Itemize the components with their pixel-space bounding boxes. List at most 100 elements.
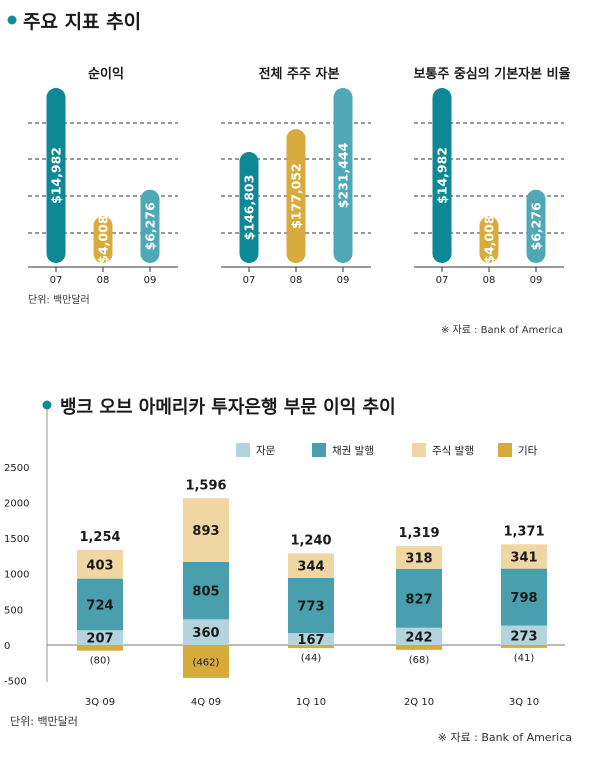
stack-segment — [288, 577, 334, 634]
stack-segment — [183, 561, 229, 620]
x-category-label: 4Q 09 — [191, 697, 221, 708]
stack-segment-negative — [77, 645, 123, 651]
bar — [526, 189, 546, 263]
stack-segment — [396, 568, 442, 628]
y-tick-label: 500 — [4, 605, 23, 616]
bar-value-label: $4,008 — [482, 215, 497, 263]
segment-value-label: 805 — [192, 585, 219, 600]
segment-value-label: 773 — [297, 600, 324, 615]
top-source-note: ※ 자료 : Bank of America — [441, 324, 563, 336]
legend-swatch — [236, 443, 250, 457]
bottom-unit-note: 단위: 백만달러 — [10, 715, 78, 728]
y-tick-label: 2000 — [4, 498, 29, 509]
y-tick-label: 1500 — [4, 534, 29, 545]
segment-value-label: 344 — [297, 560, 324, 575]
top-unit-note: 단위: 백만달러 — [28, 293, 90, 306]
bar — [140, 189, 160, 263]
stack-segment — [501, 544, 547, 569]
mini-chart-title: 보통주 중심의 기본자본 비율 — [413, 66, 570, 82]
total-value-label: 1,596 — [185, 478, 226, 493]
x-tick-label: 07 — [50, 275, 63, 286]
segment-value-label: 360 — [192, 626, 219, 641]
stack-segment — [288, 553, 334, 578]
segment-value-label: 403 — [86, 558, 113, 573]
stack-segment — [183, 619, 229, 645]
segment-value-label: 893 — [192, 524, 219, 539]
top-heading: 주요 지표 추이 — [23, 11, 141, 33]
stack-segment — [501, 625, 547, 645]
bar-value-label: $146,803 — [242, 175, 257, 241]
x-tick-label: 09 — [337, 275, 350, 286]
bar — [479, 216, 499, 263]
total-value-label: 1,240 — [290, 533, 331, 548]
bottom-heading: 뱅크 오브 아메리카 투자은행 부문 이익 추이 — [60, 397, 396, 418]
negative-value-label: (462) — [193, 657, 220, 668]
negative-value-label: (80) — [90, 656, 111, 667]
stack-segment — [501, 568, 547, 626]
x-tick-label: 08 — [483, 275, 496, 286]
bar — [333, 88, 353, 263]
negative-value-label: (68) — [409, 655, 430, 666]
negative-value-label: (41) — [514, 653, 535, 664]
segment-value-label: 724 — [86, 598, 113, 613]
stack-segment — [77, 630, 123, 645]
legend-swatch — [498, 443, 512, 457]
stack-segment — [396, 627, 442, 645]
segment-value-label: 167 — [297, 633, 324, 648]
x-tick-label: 07 — [243, 275, 256, 286]
legend-label: 자문 — [256, 445, 276, 457]
legend-swatch — [312, 443, 326, 457]
stack-segment — [77, 549, 123, 579]
x-tick-label: 08 — [97, 275, 110, 286]
bar — [432, 88, 452, 263]
bar-value-label: $4,008 — [96, 215, 111, 263]
segment-value-label: 273 — [510, 629, 537, 644]
legend-swatch — [412, 443, 426, 457]
y-tick-label: 2500 — [4, 463, 29, 474]
x-category-label: 3Q 10 — [509, 697, 539, 708]
total-value-label: 1,371 — [503, 524, 544, 539]
stack-segment — [77, 578, 123, 631]
x-tick-label: 08 — [290, 275, 303, 286]
section-bullet-icon — [7, 15, 17, 25]
bar — [46, 88, 66, 263]
stack-segment-negative — [288, 645, 334, 649]
segment-value-label: 798 — [510, 591, 537, 606]
stack-segment — [396, 546, 442, 569]
bar-value-label: $14,982 — [49, 147, 64, 204]
stack-segment-negative — [183, 645, 229, 678]
section-bullet-icon — [42, 400, 52, 410]
segment-value-label: 827 — [405, 592, 432, 607]
x-category-label: 2Q 10 — [404, 697, 434, 708]
segment-value-label: 318 — [405, 551, 432, 566]
legend-label: 기타 — [518, 445, 538, 457]
segment-value-label: 207 — [86, 632, 113, 647]
mini-chart-1: 순이익 $14,982 07 $4,008 08 $6,276 09 — [28, 66, 178, 286]
mini-chart-2: 전체 주주 자본 $146,803 07 $177,052 08 $231,444 09 — [221, 66, 371, 286]
stack-segment-negative — [396, 645, 442, 650]
y-tick-label: 0 — [4, 641, 10, 652]
bar-value-label: $6,276 — [143, 202, 158, 251]
x-category-label: 3Q 09 — [85, 697, 115, 708]
x-tick-label: 07 — [436, 275, 449, 286]
mini-chart-title: 전체 주주 자본 — [259, 66, 340, 82]
segment-value-label: 341 — [510, 550, 537, 565]
mini-chart-title: 순이익 — [88, 66, 124, 82]
legend-label: 채권 발행 — [332, 445, 374, 457]
total-value-label: 1,319 — [398, 526, 439, 541]
stack-segment — [183, 498, 229, 562]
negative-value-label: (44) — [301, 653, 322, 664]
mini-chart-3: 보통주 중심의 기본자본 비율 $14,982 07 $4,008 08 $6,276 09 — [413, 66, 570, 286]
total-value-label: 1,254 — [79, 530, 120, 545]
legend-label: 주식 발행 — [432, 445, 474, 457]
bar — [93, 216, 113, 263]
bar-value-label: $14,982 — [435, 147, 450, 204]
stack-segment — [288, 633, 334, 645]
y-tick-label: 1000 — [4, 570, 29, 581]
bottom-source-note: ※ 자료 : Bank of America — [438, 731, 572, 744]
bar — [239, 151, 259, 263]
bar-value-label: $231,444 — [336, 142, 351, 208]
y-tick-label: -500 — [4, 677, 27, 688]
x-tick-label: 09 — [144, 275, 157, 286]
